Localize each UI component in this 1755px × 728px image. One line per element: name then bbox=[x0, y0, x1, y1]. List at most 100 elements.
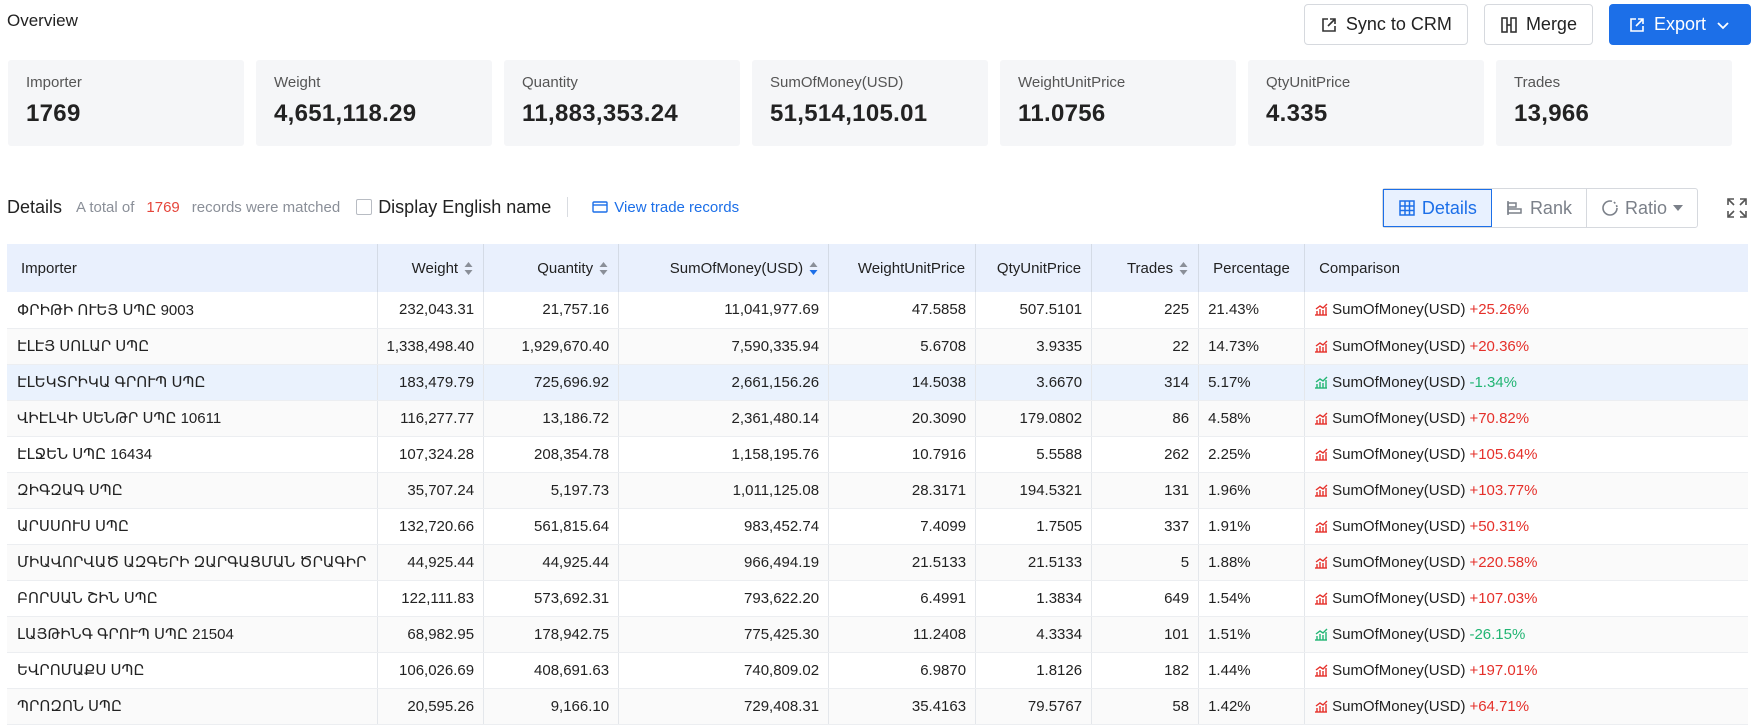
table-row[interactable]: ԷԼՋԵՆ ՍՊԸ 16434 107,324.28 208,354.78 1,158… bbox=[7, 436, 1748, 473]
importer-link[interactable]: ԵՎՐՈՄԱՔՍ ՍՊԸ bbox=[7, 652, 378, 689]
cell-quantity: 561,815.64 bbox=[483, 508, 620, 545]
comparison-value: SumOfMoney(USD) +64.71% bbox=[1314, 698, 1739, 715]
importer-link[interactable]: ՓՐԻԹԻ ՈՒԵՅ ՍՊԸ 9003 bbox=[7, 292, 378, 329]
merge-button[interactable]: Merge bbox=[1483, 4, 1593, 45]
stat-label: QtyUnitPrice bbox=[1266, 74, 1351, 91]
column-header-trades[interactable]: Trades bbox=[1091, 244, 1200, 292]
export-button[interactable]: Export bbox=[1608, 4, 1751, 45]
sync-to-crm-button[interactable]: Sync to CRM bbox=[1303, 4, 1468, 45]
merge-icon bbox=[1501, 16, 1517, 33]
cell-percentage: 21.43% bbox=[1198, 292, 1306, 329]
table-row[interactable]: ԶԻԳԶԱԳ ՍՊԸ 35,707.24 5,197.73 1,011,125.08 2… bbox=[7, 472, 1748, 509]
cell-qup: 21.5133 bbox=[975, 544, 1093, 581]
importer-link[interactable]: ՊՐՈԶՈՆ ՍՊԸ bbox=[7, 688, 378, 725]
cell-trades: 131 bbox=[1091, 472, 1200, 509]
sort-icon[interactable] bbox=[1179, 261, 1188, 276]
cell-quantity: 13,186.72 bbox=[483, 400, 620, 437]
cell-weight: 106,026.69 bbox=[377, 652, 485, 689]
cell-weight: 232,043.31 bbox=[377, 292, 485, 329]
cell-comparison: SumOfMoney(USD) +220.58% bbox=[1304, 544, 1748, 581]
table-row[interactable]: ԱՐՍՍՈՒՍ ՍՊԸ 132,720.66 561,815.64 983,452.7… bbox=[7, 508, 1748, 545]
display-english-name-label: Display English name bbox=[378, 196, 552, 217]
comparison-metric: SumOfMoney(USD) bbox=[1332, 697, 1466, 715]
table-row[interactable]: ԷԼԷՅ ՍՈԼԱՐ ՍՊԸ 1,338,498.40 1,929,670.40 7,… bbox=[7, 328, 1748, 365]
trend-up-chart-icon bbox=[1315, 592, 1328, 605]
sync-to-crm-label: Sync to CRM bbox=[1345, 14, 1452, 34]
view-trade-records-link[interactable]: View trade records bbox=[592, 199, 739, 216]
cell-comparison: SumOfMoney(USD) +20.36% bbox=[1304, 328, 1748, 365]
trend-up-chart-icon bbox=[1315, 556, 1328, 569]
cell-qup: 507.5101 bbox=[975, 292, 1093, 329]
table-row[interactable]: ՄԻԱՎՈՐՎԱԾ ԱԶԳԵՐԻ ԶԱՐԳԱՑՄԱՆ ԾՐԱԳԻՐ 44,925.… bbox=[7, 544, 1748, 581]
cell-wup: 10.7916 bbox=[828, 436, 977, 473]
importer-link[interactable]: ԱՐՍՍՈՒՍ ՍՊԸ bbox=[7, 508, 378, 545]
stat-card-importer: Importer 1769 bbox=[8, 60, 244, 146]
cell-wup: 7.4099 bbox=[828, 508, 977, 545]
trend-down-chart-icon bbox=[1315, 628, 1328, 641]
table-row[interactable]: ԵՎՐՈՄԱՔՍ ՍՊԸ 106,026.69 408,691.63 740,809.… bbox=[7, 652, 1748, 689]
importer-link[interactable]: ԷԼՋԵՆ ՍՊԸ 16434 bbox=[7, 436, 378, 473]
table-row[interactable]: ՊՐՈԶՈՆ ՍՊԸ 20,595.26 9,166.10 729,408.31 35.… bbox=[7, 688, 1748, 725]
cell-wup: 6.9870 bbox=[828, 652, 977, 689]
column-header-quantity[interactable]: Quantity bbox=[483, 244, 620, 292]
tab-rank[interactable]: Rank bbox=[1492, 189, 1587, 227]
column-header-label: Weight bbox=[411, 259, 459, 277]
tab-ratio-label: Ratio bbox=[1624, 197, 1667, 218]
comparison-change: +64.71% bbox=[1469, 697, 1530, 715]
importer-table: Importer Weight Quantity SumOfMoney(USD)… bbox=[7, 244, 1748, 725]
trend-up-chart-icon bbox=[1315, 340, 1328, 353]
cell-wup: 21.5133 bbox=[828, 544, 977, 581]
cell-quantity: 725,696.92 bbox=[483, 364, 620, 401]
display-english-name-toggle[interactable]: Display English name bbox=[356, 196, 569, 217]
sort-desc-icon[interactable] bbox=[809, 261, 818, 276]
column-header-importer[interactable]: Importer bbox=[7, 244, 378, 292]
comparison-change: +103.77% bbox=[1469, 481, 1538, 499]
cell-weight: 122,111.83 bbox=[377, 580, 485, 617]
cell-trades: 22 bbox=[1091, 328, 1200, 365]
importer-link[interactable]: ԼԱՅԹԻՆԳ ԳՐՈՒՊ ՍՊԸ 21504 bbox=[7, 616, 378, 653]
sort-icon[interactable] bbox=[464, 261, 473, 276]
tab-ratio[interactable]: Ratio bbox=[1587, 189, 1697, 227]
cell-money: 2,361,480.14 bbox=[618, 400, 830, 437]
column-header-weight-unit-price[interactable]: WeightUnitPrice bbox=[828, 244, 977, 292]
chevron-down-icon bbox=[1717, 21, 1729, 29]
cell-money: 2,661,156.26 bbox=[618, 364, 830, 401]
cell-quantity: 5,197.73 bbox=[483, 472, 620, 509]
cell-wup: 14.5038 bbox=[828, 364, 977, 401]
cell-trades: 101 bbox=[1091, 616, 1200, 653]
importer-link[interactable]: ԷԼԵԿՏՐԻԿԱ ԳՐՈՒՊ ՍՊԸ bbox=[7, 364, 378, 401]
comparison-value: SumOfMoney(USD) +105.64% bbox=[1314, 446, 1739, 463]
column-header-qty-unit-price[interactable]: QtyUnitPrice bbox=[975, 244, 1093, 292]
table-row[interactable]: ՎԻԷԼՎԻ ՍԵՆԹՐ ՍՊԸ 10611 116,277.77 13,186.7… bbox=[7, 400, 1748, 437]
importer-link[interactable]: ՎԻԷԼՎԻ ՍԵՆԹՐ ՍՊԸ 10611 bbox=[7, 400, 378, 437]
cell-qup: 179.0802 bbox=[975, 400, 1093, 437]
cell-percentage: 1.54% bbox=[1198, 580, 1306, 617]
importer-link[interactable]: ԶԻԳԶԱԳ ՍՊԸ bbox=[7, 472, 378, 509]
comparison-value: SumOfMoney(USD) +107.03% bbox=[1314, 590, 1739, 607]
table-row[interactable]: ԲՈՐՍԱՆ ՇԻՆ ՍՊԸ 122,111.83 573,692.31 793,62… bbox=[7, 580, 1748, 617]
stat-value: 13,966 bbox=[1514, 100, 1590, 127]
table-row[interactable]: ՓՐԻԹԻ ՈՒԵՅ ՍՊԸ 9003 232,043.31 21,757.16 11… bbox=[7, 292, 1748, 329]
cell-quantity: 408,691.63 bbox=[483, 652, 620, 689]
column-header-sum-of-money[interactable]: SumOfMoney(USD) bbox=[618, 244, 830, 292]
display-english-name-checkbox[interactable] bbox=[356, 199, 373, 215]
stat-card-sum-of-money: SumOfMoney(USD) 51,514,105.01 bbox=[752, 60, 988, 146]
importer-link[interactable]: ՄԻԱՎՈՐՎԱԾ ԱԶԳԵՐԻ ԶԱՐԳԱՑՄԱՆ ԾՐԱԳԻՐ bbox=[7, 544, 378, 581]
stat-card-weight: Weight 4,651,118.29 bbox=[256, 60, 492, 146]
comparison-change: -26.15% bbox=[1469, 625, 1526, 643]
trend-up-chart-icon bbox=[1315, 448, 1328, 461]
tab-details[interactable]: Details bbox=[1382, 189, 1492, 227]
importer-link[interactable]: ԷԼԷՅ ՍՈԼԱՐ ՍՊԸ bbox=[7, 328, 378, 365]
details-title: Details bbox=[7, 196, 63, 217]
trend-up-chart-icon bbox=[1315, 303, 1328, 316]
column-header-weight[interactable]: Weight bbox=[377, 244, 485, 292]
table-row[interactable]: ԼԱՅԹԻՆԳ ԳՐՈՒՊ ՍՊԸ 21504 68,982.95 178,942.… bbox=[7, 616, 1748, 653]
comparison-metric: SumOfMoney(USD) bbox=[1332, 589, 1466, 607]
stat-value: 11,883,353.24 bbox=[522, 100, 679, 127]
table-icon bbox=[1399, 200, 1415, 216]
importer-link[interactable]: ԲՈՐՍԱՆ ՇԻՆ ՍՊԸ bbox=[7, 580, 378, 617]
table-row[interactable]: ԷԼԵԿՏՐԻԿԱ ԳՐՈՒՊ ՍՊԸ 183,479.79 725,696.92 2… bbox=[7, 364, 1748, 401]
fullscreen-icon[interactable] bbox=[1726, 197, 1748, 219]
cell-comparison: SumOfMoney(USD) -26.15% bbox=[1304, 616, 1748, 653]
sort-icon[interactable] bbox=[599, 261, 608, 276]
